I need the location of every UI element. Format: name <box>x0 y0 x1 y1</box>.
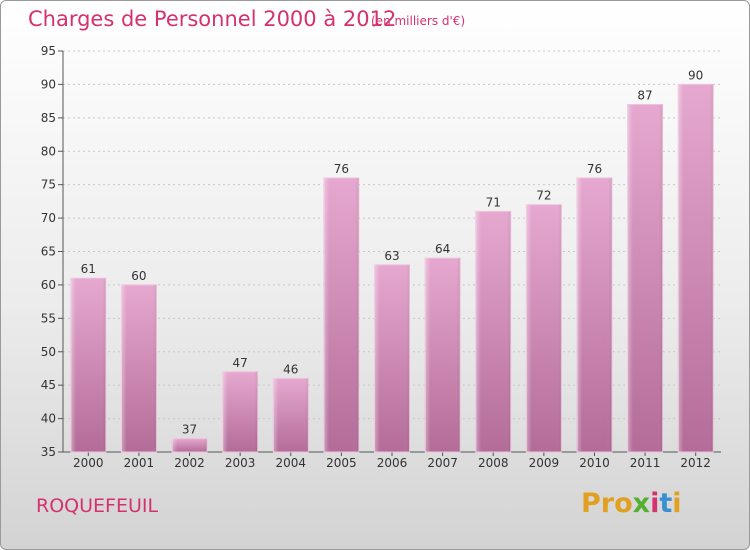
chart-title: Charges de Personnel 2000 à 2012 <box>28 7 397 31</box>
bar-shade-2012 <box>678 84 714 453</box>
x-tick-label: 2000 <box>73 456 104 470</box>
value-label: 90 <box>688 68 703 82</box>
label-layer: 2000 61 2001 60 2002 37 2003 47 2004 46 2005 76 2006… <box>73 68 711 470</box>
y-tick-label: 80 <box>41 144 56 158</box>
bar-shade-2011 <box>627 104 663 452</box>
y-tick-label: 85 <box>41 111 56 125</box>
bar-shade-2002 <box>172 438 208 452</box>
x-tick-label: 2010 <box>579 456 610 470</box>
bar-shade-2001 <box>121 284 157 452</box>
bar-shade-2010 <box>576 177 612 452</box>
logo-part-x: x <box>632 488 651 519</box>
value-label: 71 <box>486 195 501 209</box>
bar-shade-2009 <box>526 204 562 452</box>
y-tick-label: 75 <box>41 178 56 192</box>
x-tick-label: 2004 <box>275 456 306 470</box>
logo-part-i1: i <box>650 488 660 519</box>
y-tick-label: 35 <box>41 445 56 459</box>
y-tick-label: 60 <box>41 278 56 292</box>
commune-name: ROQUEFEUIL <box>36 495 159 517</box>
x-tick-label: 2002 <box>174 456 205 470</box>
value-label: 61 <box>81 262 96 276</box>
y-tick-label: 45 <box>41 378 56 392</box>
bar-shade-2005 <box>323 177 359 452</box>
x-tick-label: 2009 <box>529 456 560 470</box>
value-label: 37 <box>182 423 197 437</box>
chart-subtitle: (en milliers d'€) <box>371 14 466 28</box>
bar-shade-2000 <box>70 278 106 452</box>
bar-shade-2006 <box>374 264 410 452</box>
bar-layer <box>70 83 714 453</box>
value-label: 64 <box>435 242 450 256</box>
y-tick-label: 50 <box>41 345 56 359</box>
y-tick-label: 95 <box>41 44 56 58</box>
x-tick-label: 2003 <box>225 456 256 470</box>
x-tick-label: 2007 <box>427 456 458 470</box>
value-label: 76 <box>334 162 349 176</box>
bar-shade-2007 <box>425 258 461 452</box>
y-tick-label: 70 <box>41 211 56 225</box>
x-tick-label: 2012 <box>680 456 711 470</box>
x-tick-label: 2011 <box>630 456 661 470</box>
x-tick-label: 2006 <box>377 456 408 470</box>
value-label: 47 <box>233 356 248 370</box>
proxiti-logo[interactable]: Proxiti <box>581 488 682 519</box>
value-label: 46 <box>283 362 298 376</box>
y-tick-label: 55 <box>41 311 56 325</box>
y-tick-label: 90 <box>41 77 56 91</box>
bar-shade-2008 <box>475 211 511 452</box>
bar-shade-2004 <box>273 378 309 452</box>
x-tick-label: 2005 <box>326 456 357 470</box>
bar-shade-2003 <box>222 371 258 452</box>
logo-part-t: t <box>659 488 673 519</box>
value-label: 60 <box>131 269 146 283</box>
x-tick-label: 2008 <box>478 456 509 470</box>
value-label: 63 <box>384 249 399 263</box>
logo-part-i2: i <box>672 488 682 519</box>
logo-part-pro: Pro <box>581 488 633 519</box>
value-label: 87 <box>637 88 652 102</box>
x-tick-label: 2001 <box>124 456 155 470</box>
value-label: 72 <box>536 189 551 203</box>
y-tick-label: 40 <box>41 412 56 426</box>
value-label: 76 <box>587 162 602 176</box>
y-tick-label: 65 <box>41 245 56 259</box>
